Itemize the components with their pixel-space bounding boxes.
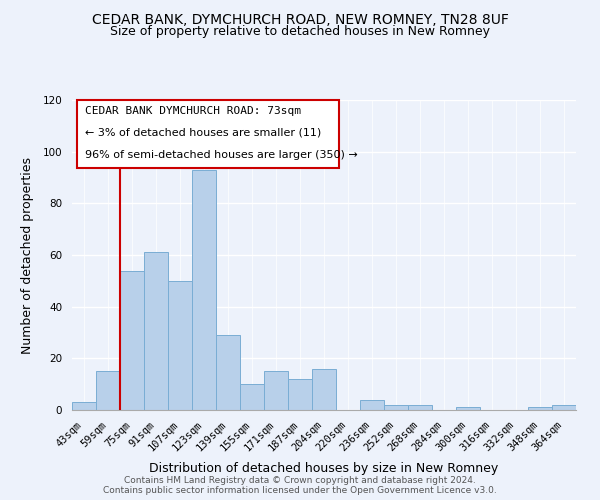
- Text: CEDAR BANK DYMCHURCH ROAD: 73sqm: CEDAR BANK DYMCHURCH ROAD: 73sqm: [85, 106, 301, 116]
- Bar: [456, 408, 480, 410]
- Bar: [312, 368, 336, 410]
- Bar: [168, 281, 192, 410]
- Bar: [192, 170, 216, 410]
- Bar: [408, 405, 432, 410]
- Text: CEDAR BANK, DYMCHURCH ROAD, NEW ROMNEY, TN28 8UF: CEDAR BANK, DYMCHURCH ROAD, NEW ROMNEY, …: [92, 12, 508, 26]
- Text: Contains public sector information licensed under the Open Government Licence v3: Contains public sector information licen…: [103, 486, 497, 495]
- Y-axis label: Number of detached properties: Number of detached properties: [21, 156, 34, 354]
- Text: Size of property relative to detached houses in New Romney: Size of property relative to detached ho…: [110, 25, 490, 38]
- Bar: [552, 405, 576, 410]
- Bar: [288, 379, 312, 410]
- Bar: [360, 400, 384, 410]
- Bar: [120, 270, 144, 410]
- X-axis label: Distribution of detached houses by size in New Romney: Distribution of detached houses by size …: [149, 462, 499, 474]
- Bar: [216, 335, 240, 410]
- Bar: [240, 384, 264, 410]
- Bar: [96, 371, 120, 410]
- Text: Contains HM Land Registry data © Crown copyright and database right 2024.: Contains HM Land Registry data © Crown c…: [124, 476, 476, 485]
- Bar: [144, 252, 168, 410]
- Bar: [72, 402, 96, 410]
- FancyBboxPatch shape: [77, 100, 339, 168]
- Bar: [264, 371, 288, 410]
- Bar: [384, 405, 408, 410]
- Text: 96% of semi-detached houses are larger (350) →: 96% of semi-detached houses are larger (…: [85, 150, 358, 160]
- Text: ← 3% of detached houses are smaller (11): ← 3% of detached houses are smaller (11): [85, 128, 321, 138]
- Bar: [528, 408, 552, 410]
